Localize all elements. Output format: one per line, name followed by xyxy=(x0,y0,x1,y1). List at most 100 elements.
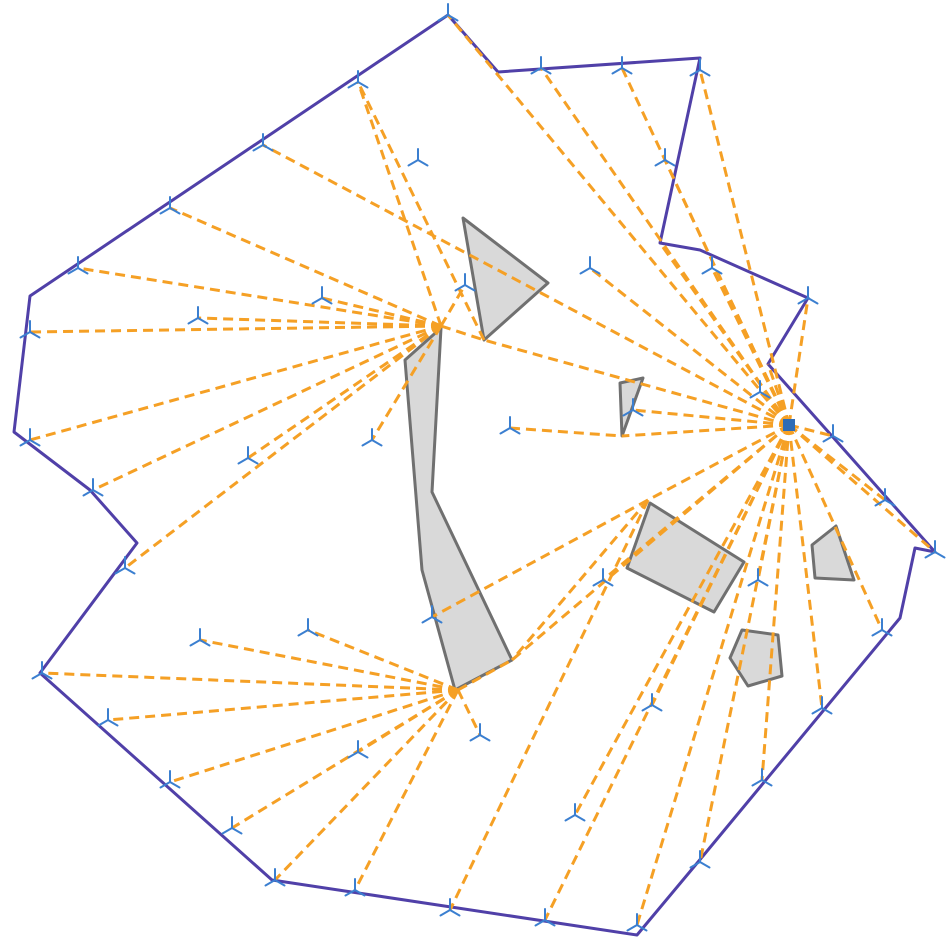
visibility-path xyxy=(787,424,884,631)
visibility-path xyxy=(788,423,886,502)
obstacle-long-central xyxy=(403,326,514,692)
tripod-node-icon xyxy=(626,913,648,932)
visibility-path xyxy=(658,242,791,426)
visibility-path xyxy=(262,143,790,427)
tripod-node-icon xyxy=(297,618,319,637)
tripod-node-icon xyxy=(871,618,893,637)
visibility-path xyxy=(41,671,459,692)
obstacle-rectangle xyxy=(625,501,746,614)
visibility-path xyxy=(107,688,459,722)
tripod-node-icon xyxy=(751,768,773,787)
visibility-path xyxy=(710,267,791,426)
tripod-node-icon xyxy=(31,661,53,680)
tripod-node-icon xyxy=(689,850,711,869)
tripod-node-icon xyxy=(454,273,476,292)
tripod-node-icon xyxy=(19,320,41,339)
tripod-node-icon xyxy=(530,56,552,75)
visibility-path xyxy=(440,324,485,342)
outer-boundary xyxy=(12,13,937,937)
node-markers xyxy=(19,3,946,932)
obstacle-small-sliver xyxy=(618,376,645,438)
tripod-node-icon xyxy=(797,286,819,305)
tripod-node-icon xyxy=(264,868,286,887)
tripod-node-icon xyxy=(237,446,259,465)
tripod-node-icon xyxy=(822,424,844,443)
visibility-path xyxy=(766,363,791,426)
tripod-node-icon xyxy=(114,556,136,575)
tripod-node-icon xyxy=(641,693,663,712)
visibility-path xyxy=(92,324,442,492)
tripod-node-icon xyxy=(749,380,771,399)
visibility-path xyxy=(787,297,810,426)
visibility-path xyxy=(448,499,650,911)
tripod-node-icon xyxy=(499,416,521,435)
tripod-node-icon xyxy=(19,428,41,447)
tripod-node-icon xyxy=(97,708,119,727)
visibility-path xyxy=(456,689,482,736)
tripod-node-icon xyxy=(67,256,89,275)
visibility-path xyxy=(457,658,513,692)
visibility-path xyxy=(788,423,936,554)
visibility-path xyxy=(124,324,442,570)
visibility-path xyxy=(573,424,791,816)
tripod-node-icon xyxy=(347,70,369,89)
tripod-node-icon xyxy=(407,148,429,167)
tripod-node-icon xyxy=(747,568,769,587)
visibility-path xyxy=(511,423,790,662)
tripod-node-icon xyxy=(701,256,723,275)
visibility-path xyxy=(353,689,460,891)
tripod-node-icon xyxy=(592,568,614,587)
tripod-node-icon xyxy=(874,488,896,507)
visibility-path xyxy=(647,423,790,502)
tripod-node-icon xyxy=(82,478,104,497)
tripod-node-icon xyxy=(469,723,491,742)
visibility-path xyxy=(169,688,459,784)
tripod-node-icon xyxy=(252,133,274,152)
tripod-node-icon xyxy=(159,770,181,789)
square-source-icon xyxy=(783,419,795,431)
tripod-node-icon xyxy=(622,398,644,417)
visibility-path xyxy=(635,424,791,926)
visibility-paths xyxy=(29,14,936,926)
visibility-path xyxy=(199,638,459,692)
obstacle-triangle-top xyxy=(461,216,550,342)
tripod-node-icon xyxy=(311,286,333,305)
tripod-node-icon xyxy=(159,196,181,215)
visibility-path xyxy=(663,159,791,426)
visibility-path xyxy=(632,408,790,427)
visibility-path xyxy=(321,296,442,328)
tripod-node-icon xyxy=(221,816,243,835)
visibility-path xyxy=(510,499,650,661)
visibility-path xyxy=(356,81,443,327)
tripod-node-icon xyxy=(439,898,461,917)
tripod-node-icon xyxy=(924,540,946,559)
visibility-path xyxy=(77,266,442,328)
visibility-path xyxy=(431,498,649,619)
tripod-node-icon xyxy=(187,306,209,325)
visibility-path xyxy=(247,324,442,460)
tripod-node-icon xyxy=(189,628,211,647)
tripod-node-icon xyxy=(347,740,369,759)
visibility-path xyxy=(698,69,791,426)
visibility-path xyxy=(483,338,790,427)
visibility-path xyxy=(756,424,791,581)
tripod-node-icon xyxy=(689,58,711,77)
tripod-node-icon xyxy=(611,56,633,75)
tripod-node-icon xyxy=(811,696,833,715)
visibility-path xyxy=(357,688,459,754)
visibility-path xyxy=(29,324,442,334)
tripod-node-icon xyxy=(437,3,459,22)
visibility-path xyxy=(589,266,790,427)
tripod-node-icon xyxy=(344,878,366,897)
obstacle-small-right xyxy=(810,524,856,582)
visibility-path xyxy=(760,424,791,781)
visibility-path xyxy=(698,424,791,863)
visibility-path xyxy=(621,423,790,438)
tripod-node-icon xyxy=(579,256,601,275)
visibility-path xyxy=(446,14,791,426)
visibility-path xyxy=(356,81,486,341)
visibility-path xyxy=(509,426,623,438)
tripod-node-icon xyxy=(564,803,586,822)
tripod-node-icon xyxy=(534,908,556,927)
